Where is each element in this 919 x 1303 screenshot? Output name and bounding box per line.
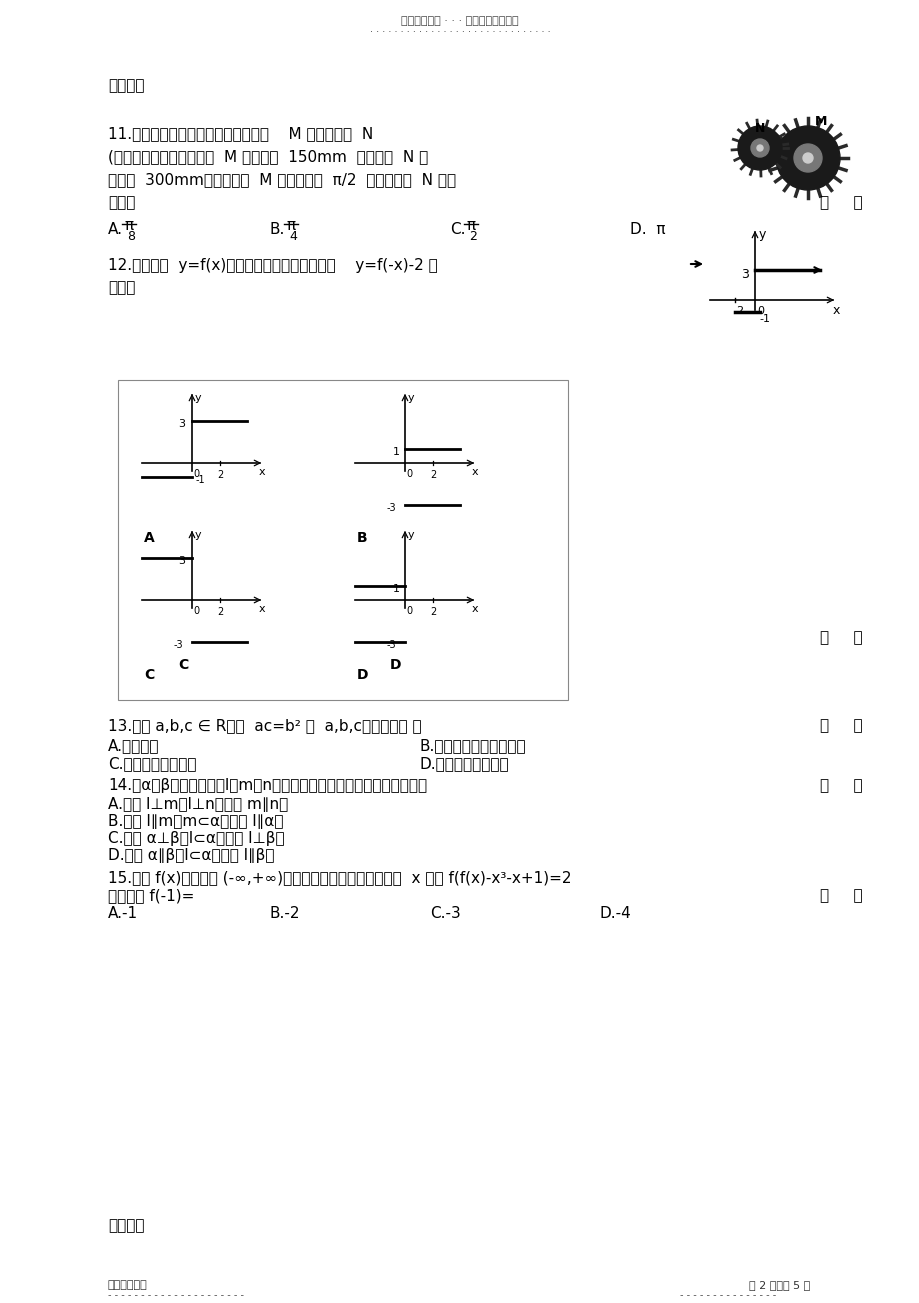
Text: 11.设某机械采用齿轮传动，由主动轮    M 带着从动轮  N: 11.设某机械采用齿轮传动，由主动轮 M 带着从动轮 N — [108, 126, 373, 141]
Text: D.-4: D.-4 — [599, 906, 631, 921]
Text: x: x — [471, 466, 478, 477]
Bar — [118, 380, 567, 700]
Text: -3: -3 — [387, 640, 396, 650]
Circle shape — [775, 126, 839, 190]
Text: B.: B. — [269, 222, 285, 237]
Text: 14.设α，β为两个平面，l，m，n为三条直线，则下列命题中的真命题是: 14.设α，β为两个平面，l，m，n为三条直线，则下列命题中的真命题是 — [108, 778, 426, 794]
Text: 15.函数 f(x)在定义域 (-∞,+∞)上是增函数，且对任意的实数  x 恒有 f(f(x)-x³-x+1)=2: 15.函数 f(x)在定义域 (-∞,+∞)上是增函数，且对任意的实数 x 恒有… — [108, 870, 571, 885]
Text: y: y — [407, 394, 414, 403]
Text: 3: 3 — [740, 268, 748, 281]
Text: C.: C. — [449, 222, 465, 237]
Text: 2: 2 — [429, 607, 436, 618]
Text: x: x — [832, 304, 839, 317]
Text: D: D — [357, 668, 369, 681]
Circle shape — [750, 139, 768, 156]
Text: D.  π: D. π — [630, 222, 664, 237]
Text: 名师资料总结 · · · 精品资料欢迎下载: 名师资料总结 · · · 精品资料欢迎下载 — [401, 16, 518, 26]
Text: （     ）: （ ） — [819, 718, 862, 734]
Text: 12.已知函数  y=f(x)的图像如右图所示，则函数    y=f(-x)-2 的: 12.已知函数 y=f(x)的图像如右图所示，则函数 y=f(-x)-2 的 — [108, 258, 437, 274]
Text: 成立，则 f(-1)=: 成立，则 f(-1)= — [108, 889, 194, 903]
Circle shape — [756, 145, 762, 151]
Text: A.充要条件: A.充要条件 — [108, 737, 159, 753]
Text: 精品文档: 精品文档 — [108, 78, 144, 93]
Circle shape — [793, 145, 821, 172]
Text: -3: -3 — [174, 640, 184, 650]
Text: B.如果 l∥m，m⊂α，那么 l∥α。: B.如果 l∥m，m⊂α，那么 l∥α。 — [108, 814, 283, 829]
Text: （     ）: （ ） — [819, 195, 862, 210]
Text: -3: -3 — [387, 503, 396, 513]
Text: 8: 8 — [127, 231, 135, 242]
Text: 2: 2 — [429, 470, 436, 480]
Text: B.既不充分也不必要条件: B.既不充分也不必要条件 — [420, 737, 526, 753]
Text: 0: 0 — [405, 606, 412, 616]
Text: 2: 2 — [217, 607, 223, 618]
Text: 0: 0 — [756, 306, 763, 317]
Text: 0: 0 — [405, 469, 412, 480]
Text: 3: 3 — [177, 420, 185, 429]
Text: 1: 1 — [392, 447, 400, 457]
Text: 针旋转: 针旋转 — [108, 195, 135, 210]
Text: y: y — [758, 228, 766, 241]
Text: y: y — [195, 394, 201, 403]
Text: 名师精心整理: 名师精心整理 — [108, 1280, 148, 1290]
Text: （     ）: （ ） — [819, 629, 862, 645]
Text: -2: -2 — [732, 306, 743, 317]
Text: 2: 2 — [469, 231, 476, 242]
Circle shape — [802, 152, 812, 163]
Text: C.如果 α⊥β，l⊂α，那么 l⊥β。: C.如果 α⊥β，l⊂α，那么 l⊥β。 — [108, 831, 284, 846]
Text: A.-1: A.-1 — [108, 906, 138, 921]
Text: B: B — [357, 532, 368, 545]
Text: 第 2 页，共 5 页: 第 2 页，共 5 页 — [748, 1280, 809, 1290]
Text: 13.已知 a,b,c ∈ R，则  ac=b² 是  a,b,c成等比数列 的: 13.已知 a,b,c ∈ R，则 ac=b² 是 a,b,c成等比数列 的 — [108, 718, 421, 734]
Text: y: y — [407, 530, 414, 539]
Text: π: π — [125, 218, 134, 233]
Text: π: π — [287, 218, 296, 233]
Text: M: M — [814, 115, 826, 128]
Text: -1: -1 — [196, 476, 206, 485]
Text: C: C — [144, 668, 154, 681]
Text: 图像是: 图像是 — [108, 280, 135, 294]
Text: x: x — [471, 605, 478, 614]
Text: D.如果 α∥β，l⊂α，那么 l∥β。: D.如果 α∥β，l⊂α，那么 l∥β。 — [108, 848, 274, 863]
Circle shape — [737, 126, 781, 169]
Text: （     ）: （ ） — [819, 778, 862, 794]
Text: （     ）: （ ） — [819, 889, 862, 903]
Text: N: N — [754, 122, 765, 136]
Text: B.-2: B.-2 — [269, 906, 301, 921]
Text: 3: 3 — [177, 556, 185, 566]
Text: - - - - - - - - - - - - - - - - - - - - -: - - - - - - - - - - - - - - - - - - - - … — [108, 1290, 244, 1300]
Text: 1: 1 — [392, 584, 400, 594]
Text: 直径为  300mm。若主动轮  M 顺时针旋转  π/2  ，则从动轮  N 逆时: 直径为 300mm。若主动轮 M 顺时针旋转 π/2 ，则从动轮 N 逆时 — [108, 172, 456, 188]
Text: 精品文档: 精品文档 — [108, 1218, 144, 1233]
Text: π: π — [467, 218, 476, 233]
Text: C.-3: C.-3 — [429, 906, 460, 921]
Text: - - - - - - - - - - - - - - -: - - - - - - - - - - - - - - - — [679, 1290, 776, 1300]
Text: 2: 2 — [217, 470, 223, 480]
Text: A: A — [144, 532, 154, 545]
Text: y: y — [195, 530, 201, 539]
Text: A.如果 l⊥m，l⊥n，那么 m∥n。: A.如果 l⊥m，l⊥n，那么 m∥n。 — [108, 797, 288, 812]
Text: C: C — [177, 658, 188, 672]
Text: 0: 0 — [193, 606, 199, 616]
Text: x: x — [259, 605, 266, 614]
Text: x: x — [259, 466, 266, 477]
Text: 0: 0 — [193, 469, 199, 480]
Text: (如右图所示），设主动轮  M 的直径为  150mm  ，从动轮  N 的: (如右图所示），设主动轮 M 的直径为 150mm ，从动轮 N 的 — [108, 149, 427, 164]
Text: · · · · · · · · · · · · · · · · · · · · · · · · · · · · · ·: · · · · · · · · · · · · · · · · · · · · … — [369, 27, 550, 36]
Text: -1: -1 — [758, 314, 769, 324]
Text: 4: 4 — [289, 231, 297, 242]
Text: C.必要而不充分条件: C.必要而不充分条件 — [108, 756, 197, 771]
Text: D: D — [390, 658, 401, 672]
Text: D.充分而不必要条件: D.充分而不必要条件 — [420, 756, 509, 771]
Text: A.: A. — [108, 222, 123, 237]
